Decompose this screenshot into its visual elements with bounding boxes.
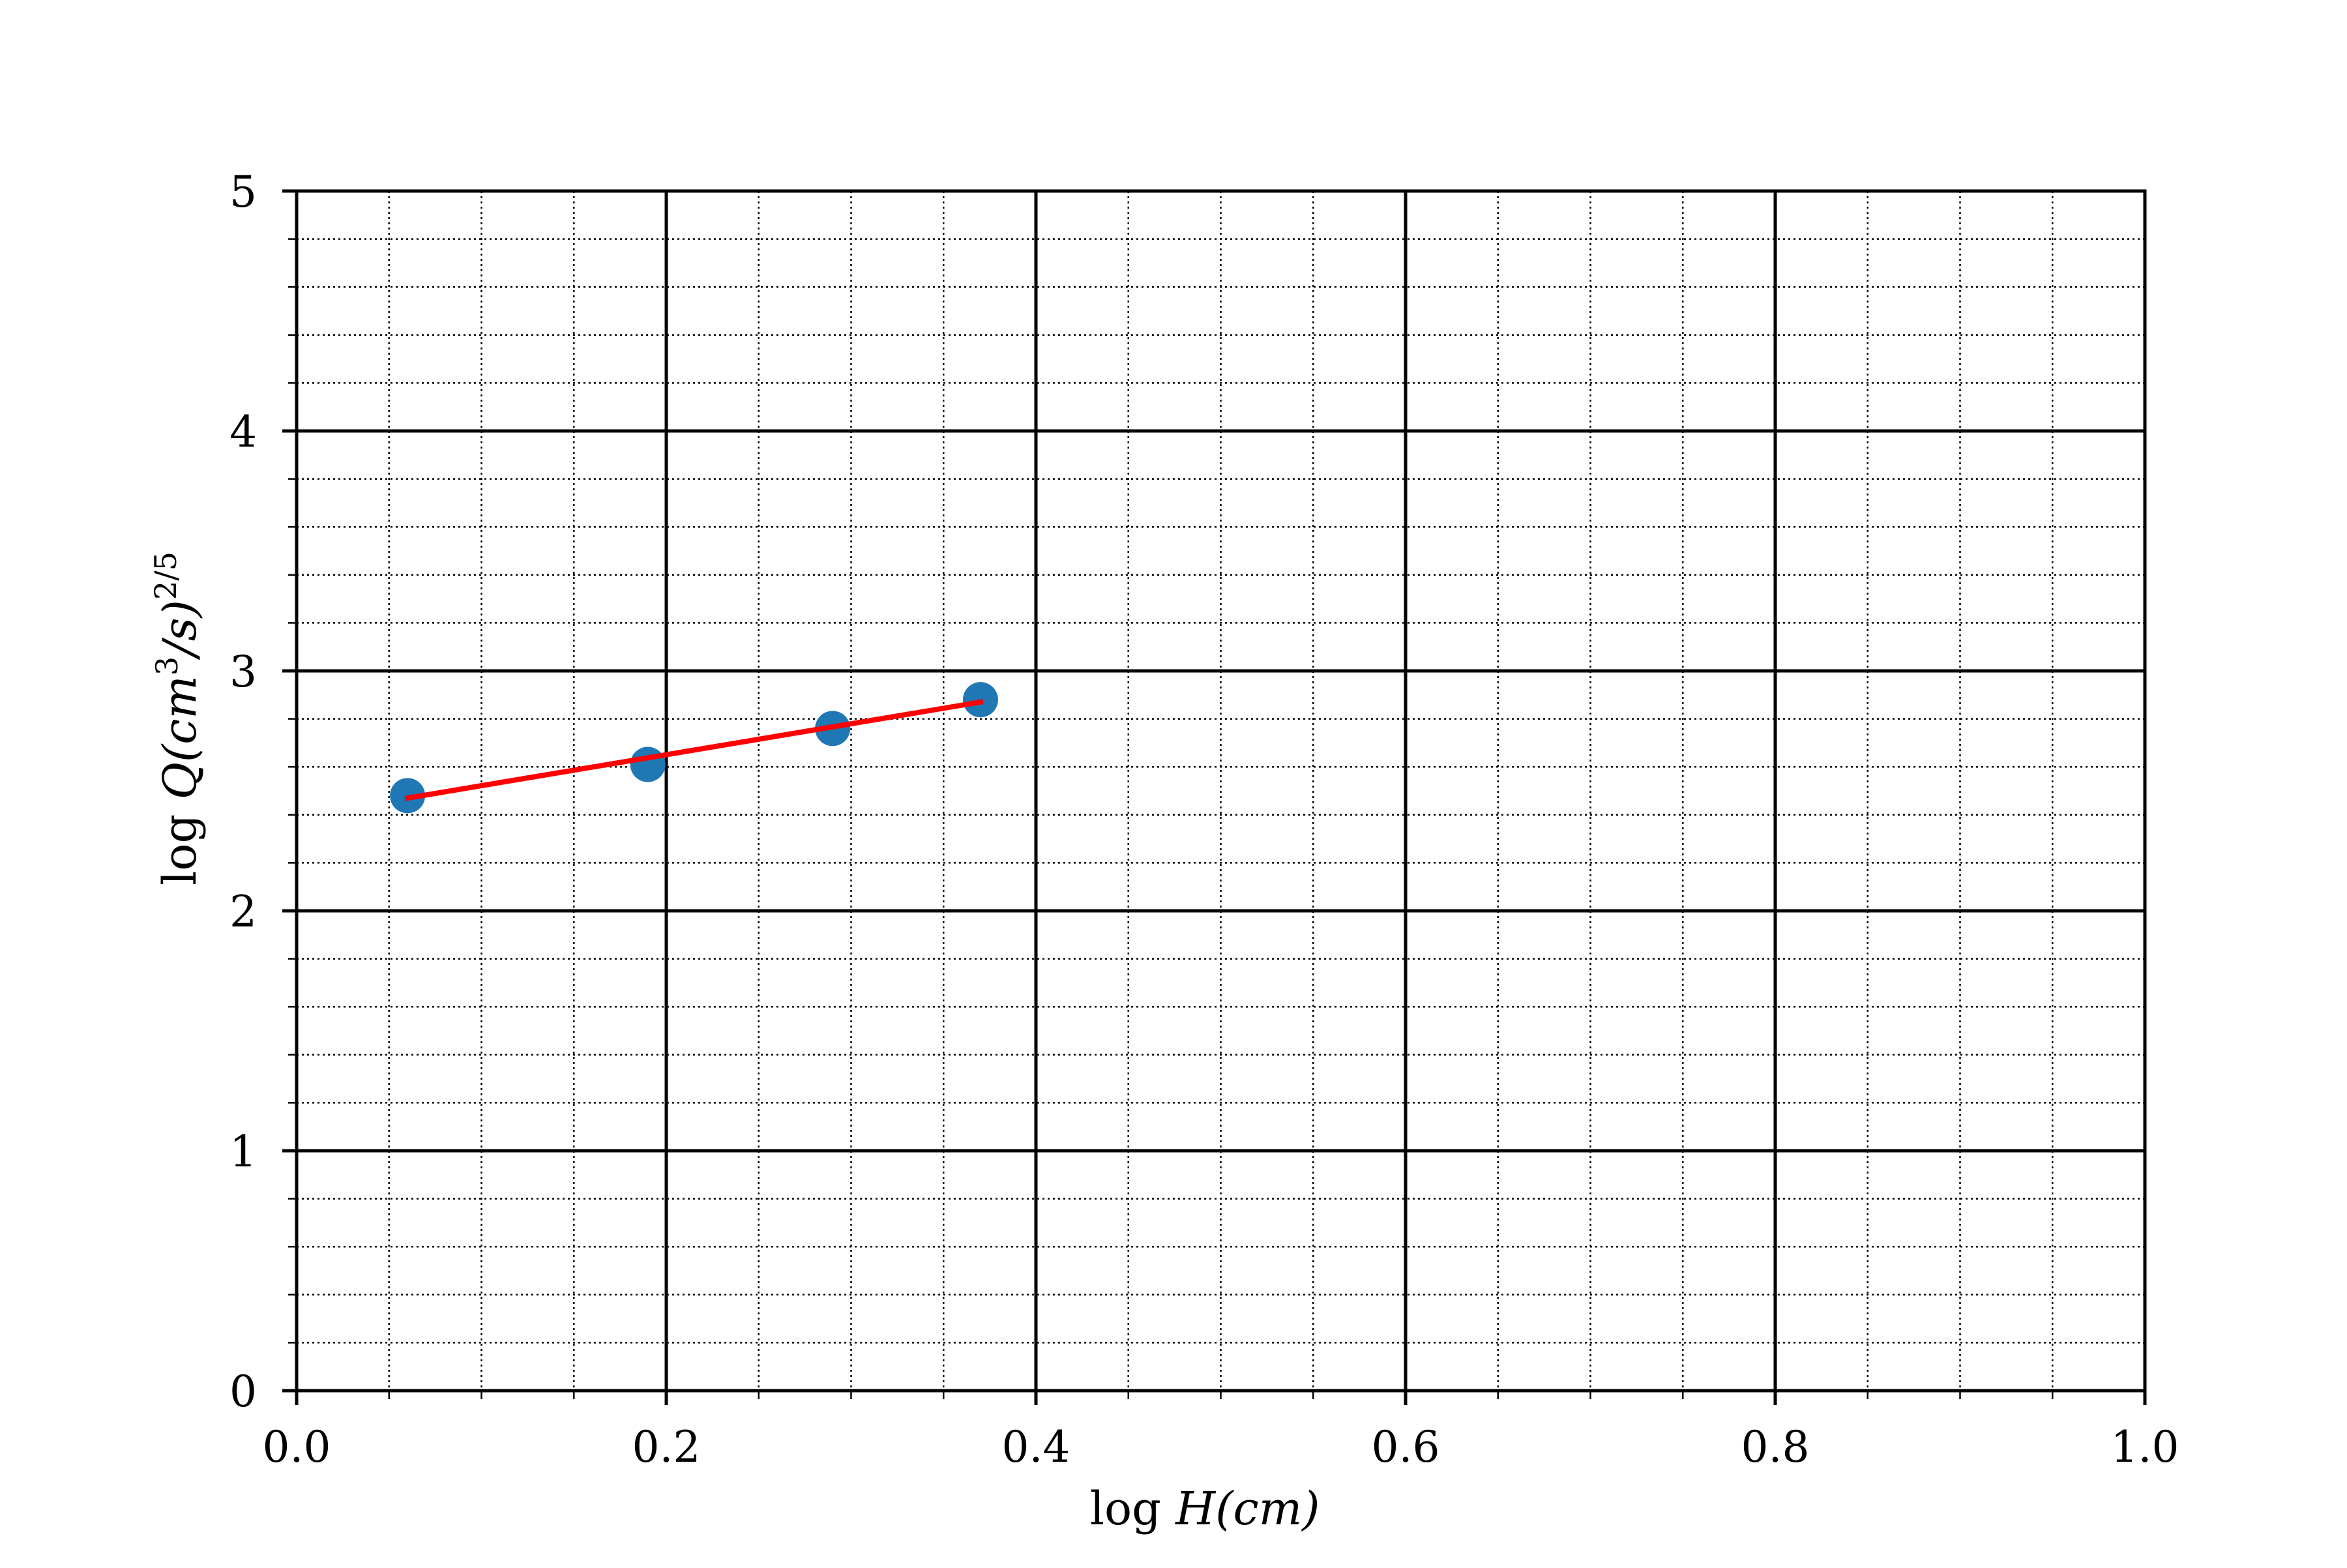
y-tick-label: 1 [229, 1127, 257, 1177]
y-tick-label: 3 [229, 647, 257, 697]
x-tick-label: 0.8 [1741, 1422, 1810, 1472]
y-tick-label: 2 [229, 887, 257, 937]
x-tick-label: 0.0 [263, 1422, 331, 1472]
x-tick-label: 0.4 [1002, 1422, 1070, 1472]
axis-ticks [282, 189, 2147, 1405]
x-axis-label: log H(cm) [1090, 1482, 1320, 1535]
y-tick-label: 5 [229, 167, 257, 217]
y-tick-label: 4 [229, 407, 257, 457]
x-tick-label: 0.6 [1372, 1422, 1440, 1472]
axis-tick-labels: 0.0 0.2 0.4 0.6 0.8 1.0 0 1 2 3 4 5 [229, 167, 2179, 1472]
x-tick-label: 0.2 [632, 1422, 701, 1472]
y-axis-label: log Q(cm3/s)2/5 [148, 552, 207, 885]
minor-grid [297, 191, 2145, 1391]
data-point [630, 747, 666, 782]
plot-series [390, 682, 998, 814]
fit-line [404, 699, 984, 801]
x-tick-label: 1.0 [2111, 1422, 2179, 1472]
y-tick-label: 0 [229, 1367, 257, 1417]
